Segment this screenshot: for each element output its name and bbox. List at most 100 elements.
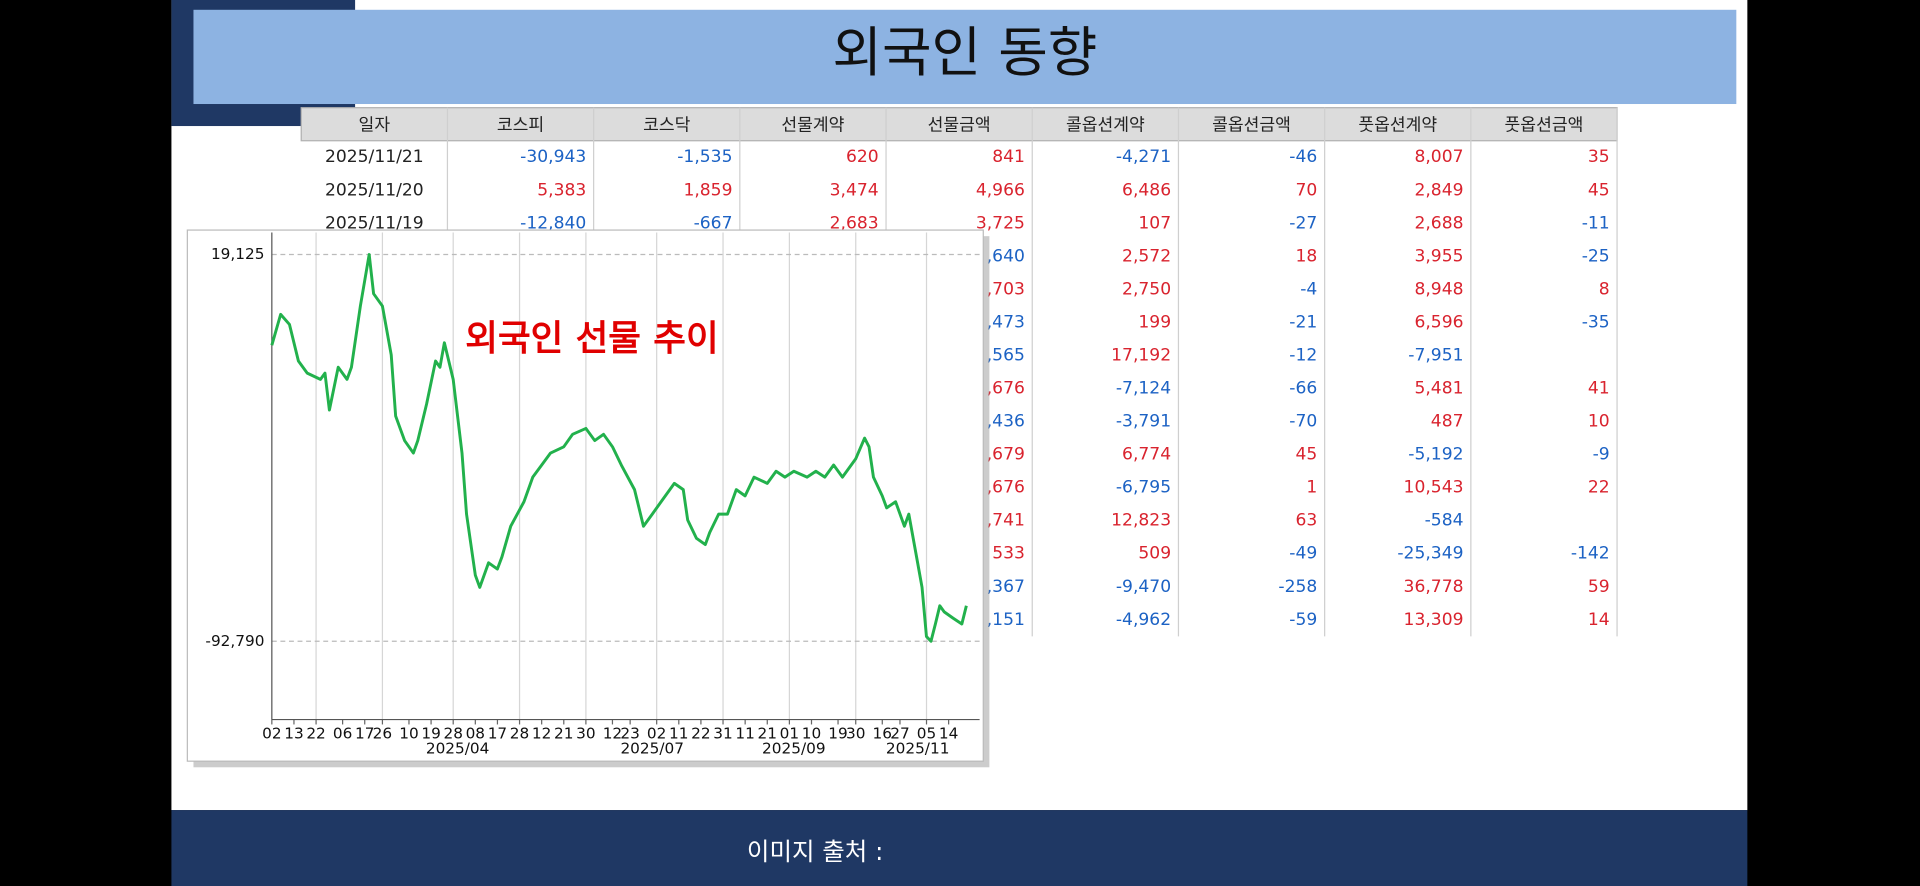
x-tick-label: 26	[373, 725, 392, 743]
table-cell: 10	[1588, 412, 1610, 432]
table-cell: -584	[1425, 511, 1464, 531]
table-cell: -4,271	[1116, 147, 1171, 167]
x-tick-label: 12	[603, 725, 622, 743]
table-cell: 2,750	[1122, 279, 1171, 299]
date-cell: 2025/11/19	[325, 213, 424, 233]
x-tick-label: 08	[466, 725, 485, 743]
table-cell: 3,725	[976, 213, 1025, 233]
table-cell: 2,688	[1414, 213, 1463, 233]
table-cell: 41	[1588, 379, 1610, 399]
slide-title: 외국인 동향	[832, 21, 1097, 84]
x-tick-label: 06	[333, 725, 352, 743]
x-tick-label: 01	[780, 725, 799, 743]
table-cell: 8,007	[1414, 147, 1463, 167]
table-cell: -21	[1289, 312, 1317, 332]
table-cell: -30,943	[520, 147, 586, 167]
x-tick-label: 10	[399, 725, 418, 743]
table-cell: -1,535	[677, 147, 732, 167]
column-header: 코스닥	[643, 115, 691, 135]
title-banner	[193, 9, 1737, 105]
table-cell: 4,966	[976, 180, 1025, 200]
table-cell: 14	[1588, 610, 1610, 630]
table-cell: 6,774	[1122, 445, 1171, 465]
x-tick-label: 02	[262, 725, 281, 743]
x-group-label: 2025/07	[620, 739, 684, 757]
date-cell: 2025/11/21	[325, 147, 424, 167]
data-line	[270, 253, 968, 643]
x-tick-label: 27	[890, 725, 909, 743]
table-cell: -142	[1571, 544, 1610, 564]
x-tick-label: 22	[691, 725, 710, 743]
table-cell: -49	[1289, 544, 1317, 564]
table-cell: -35	[1582, 312, 1610, 332]
x-tick-label: 28	[510, 725, 529, 743]
table-cell: -258	[1278, 577, 1317, 597]
x-tick-label: 17	[355, 725, 374, 743]
column-header: 일자	[359, 115, 391, 135]
table-cell: 3,955	[1414, 246, 1463, 266]
table-cell: 199	[1138, 312, 1171, 332]
column-header: 풋옵션계약	[1358, 115, 1437, 135]
y-tick-label: 19,125	[211, 245, 265, 263]
table-cell: -4	[1300, 279, 1317, 299]
table-cell: 2,683	[830, 213, 879, 233]
x-tick-label: 30	[576, 725, 595, 743]
table-cell: -27	[1289, 213, 1317, 233]
table-cell: 18	[1296, 246, 1318, 266]
table-cell: 35	[1588, 147, 1610, 167]
x-group-label: 2025/04	[426, 739, 490, 757]
table-cell: -46	[1289, 147, 1317, 167]
table-cell: -11	[1582, 213, 1610, 233]
column-header: 선물계약	[781, 115, 844, 135]
footer-bar	[171, 810, 1748, 886]
table-cell: 17,192	[1111, 346, 1171, 366]
table-cell: 10,543	[1404, 478, 1464, 498]
table-cell: ,151	[987, 610, 1025, 630]
table-cell: 1,859	[683, 180, 732, 200]
x-tick-label: 21	[554, 725, 573, 743]
table-cell: -4,962	[1116, 610, 1171, 630]
table-cell: 2,849	[1414, 180, 1463, 200]
table-cell: -12,840	[520, 213, 586, 233]
x-tick-label: 13	[284, 725, 303, 743]
table-cell: -5,192	[1408, 445, 1463, 465]
table-cell: ,676	[987, 379, 1025, 399]
x-tick-label: 19	[421, 725, 440, 743]
table-cell: 509	[1138, 544, 1171, 564]
table-cell: 36,778	[1404, 577, 1464, 597]
table-cell: 59	[1588, 577, 1610, 597]
table-header-bg	[300, 107, 1618, 142]
table-cell: 3,474	[830, 180, 879, 200]
table-cell: ,473	[987, 312, 1025, 332]
table-cell: -3,791	[1116, 412, 1171, 432]
table-cell: 1	[1306, 478, 1317, 498]
x-tick-label: 31	[713, 725, 732, 743]
table-cell: -667	[694, 213, 733, 233]
x-group-label: 2025/09	[762, 739, 826, 757]
x-tick-label: 16	[873, 725, 892, 743]
y-tick-label: -92,790	[205, 632, 264, 650]
table-cell: -25,349	[1397, 544, 1463, 564]
table-cell: ,741	[987, 511, 1025, 531]
table-cell: 107	[1138, 213, 1171, 233]
chart-title: 외국인 선물 추이	[465, 318, 718, 359]
table-cell: -66	[1289, 379, 1317, 399]
x-tick-label: 17	[488, 725, 507, 743]
table-cell: 2,572	[1122, 246, 1171, 266]
x-tick-label: 11	[669, 725, 688, 743]
x-tick-label: 21	[758, 725, 777, 743]
table-cell: -7,124	[1116, 379, 1171, 399]
table-cell: -9	[1593, 445, 1610, 465]
table: 일자 코스피 코스닥 선물계약 선물금액 콜옵션계약 콜옵션금액 풋옵션계약 풋옵션금액 2025…	[300, 107, 1618, 637]
table-cell: -6,795	[1116, 478, 1171, 498]
x-tick-label: 02	[647, 725, 666, 743]
column-header: 선물금액	[928, 115, 991, 135]
table-cell: 8,948	[1414, 279, 1463, 299]
table-cell: ,676	[987, 478, 1025, 498]
table-cell: 13,309	[1404, 610, 1464, 630]
table-cell: -12	[1289, 346, 1317, 366]
x-group-label: 2025/11	[886, 739, 950, 757]
table-cell: 487	[1431, 412, 1464, 432]
